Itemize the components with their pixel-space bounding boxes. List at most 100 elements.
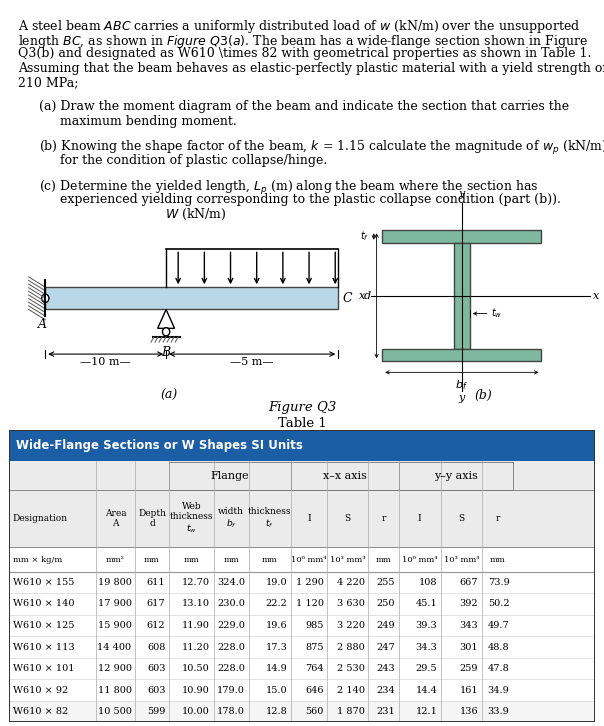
Text: 34.9: 34.9 bbox=[487, 685, 509, 695]
Bar bbox=[454, 242, 470, 349]
Text: 10.90: 10.90 bbox=[182, 685, 210, 695]
Text: mm: mm bbox=[262, 556, 278, 564]
Text: mm × kg/m: mm × kg/m bbox=[13, 556, 62, 564]
Text: 22.2: 22.2 bbox=[266, 600, 288, 608]
Text: 10³ mm³: 10³ mm³ bbox=[330, 556, 365, 564]
Text: 617: 617 bbox=[147, 600, 165, 608]
Text: 19 800: 19 800 bbox=[98, 578, 132, 587]
Text: W610 × 125: W610 × 125 bbox=[13, 621, 74, 630]
Text: 255: 255 bbox=[377, 578, 395, 587]
Text: S: S bbox=[345, 514, 351, 523]
Text: 249: 249 bbox=[376, 621, 395, 630]
Text: mm: mm bbox=[144, 556, 160, 564]
Text: 985: 985 bbox=[305, 621, 324, 630]
Text: y: y bbox=[459, 189, 465, 200]
Text: 324.0: 324.0 bbox=[217, 578, 245, 587]
Text: Designation: Designation bbox=[13, 514, 68, 523]
Text: 12.8: 12.8 bbox=[266, 707, 288, 716]
Text: (b) Knowing the shape factor of the beam, $k$ = 1.15 calculate the magnitude of : (b) Knowing the shape factor of the beam… bbox=[39, 139, 604, 158]
Text: 1 870: 1 870 bbox=[337, 707, 365, 716]
Text: Assuming that the beam behaves as elastic-perfectly plastic material with a yiel: Assuming that the beam behaves as elasti… bbox=[18, 62, 604, 75]
Text: 19.6: 19.6 bbox=[266, 621, 288, 630]
Text: 17 900: 17 900 bbox=[97, 600, 132, 608]
Text: W610 × 155: W610 × 155 bbox=[13, 578, 74, 587]
Text: 228.0: 228.0 bbox=[217, 664, 245, 673]
Text: (c) Determine the yielded length, $L_p$ (m) along the beam where the section has: (c) Determine the yielded length, $L_p$ … bbox=[39, 179, 539, 197]
Text: y: y bbox=[459, 393, 465, 404]
Text: mm: mm bbox=[184, 556, 199, 564]
Polygon shape bbox=[158, 309, 175, 328]
Text: 10⁶ mm⁴: 10⁶ mm⁴ bbox=[291, 556, 327, 564]
Text: thickness
$t_f$: thickness $t_f$ bbox=[248, 507, 292, 530]
Text: $t_f$: $t_f$ bbox=[361, 229, 370, 243]
Text: r: r bbox=[495, 514, 500, 523]
Text: mm²: mm² bbox=[106, 556, 125, 564]
Text: 12 900: 12 900 bbox=[97, 664, 132, 673]
Text: (a) Draw the moment diagram of the beam and indicate the section that carries th: (a) Draw the moment diagram of the beam … bbox=[39, 100, 570, 113]
Text: Flange: Flange bbox=[211, 471, 249, 481]
Text: 1 290: 1 290 bbox=[296, 578, 324, 587]
Text: 14 400: 14 400 bbox=[97, 643, 132, 651]
Text: 3 630: 3 630 bbox=[337, 600, 365, 608]
Text: 14.4: 14.4 bbox=[416, 685, 437, 695]
Text: 764: 764 bbox=[305, 664, 324, 673]
Text: 178.0: 178.0 bbox=[217, 707, 245, 716]
Text: 47.8: 47.8 bbox=[487, 664, 509, 673]
Text: $b_f$: $b_f$ bbox=[455, 378, 468, 392]
Text: 210 MPa;: 210 MPa; bbox=[18, 76, 79, 89]
Text: W610 × 140: W610 × 140 bbox=[13, 600, 74, 608]
Bar bbox=[291, 462, 399, 490]
Text: 10.50: 10.50 bbox=[182, 664, 210, 673]
Text: mm: mm bbox=[489, 556, 506, 564]
Text: 45.1: 45.1 bbox=[416, 600, 437, 608]
Text: 603: 603 bbox=[147, 685, 165, 695]
Text: 13.10: 13.10 bbox=[182, 600, 210, 608]
Text: 12.70: 12.70 bbox=[182, 578, 210, 587]
Text: 230.0: 230.0 bbox=[217, 600, 245, 608]
Text: x–x axis: x–x axis bbox=[323, 471, 367, 481]
Text: 599: 599 bbox=[147, 707, 165, 716]
Text: 19.0: 19.0 bbox=[266, 578, 288, 587]
Text: 234: 234 bbox=[376, 685, 395, 695]
Text: 1 120: 1 120 bbox=[296, 600, 324, 608]
Text: 2 880: 2 880 bbox=[337, 643, 365, 651]
Text: —10 m—: —10 m— bbox=[80, 357, 131, 367]
Text: 17.3: 17.3 bbox=[266, 643, 288, 651]
Text: x: x bbox=[593, 291, 599, 301]
Text: maximum bending moment.: maximum bending moment. bbox=[60, 115, 237, 128]
Bar bbox=[382, 230, 541, 242]
Text: 611: 611 bbox=[147, 578, 165, 587]
Text: 179.0: 179.0 bbox=[217, 685, 245, 695]
Bar bbox=[399, 462, 513, 490]
Text: 250: 250 bbox=[377, 600, 395, 608]
Text: W610 × 113: W610 × 113 bbox=[13, 643, 74, 651]
Text: 29.5: 29.5 bbox=[416, 664, 437, 673]
Text: B: B bbox=[161, 346, 171, 359]
Text: 231: 231 bbox=[376, 707, 395, 716]
Bar bbox=[9, 430, 595, 460]
Text: 243: 243 bbox=[376, 664, 395, 673]
Text: 50.2: 50.2 bbox=[488, 600, 509, 608]
Text: Web
thickness
$t_w$: Web thickness $t_w$ bbox=[170, 502, 213, 535]
Text: 646: 646 bbox=[305, 685, 324, 695]
Text: 259: 259 bbox=[460, 664, 478, 673]
Text: 4 220: 4 220 bbox=[336, 578, 365, 587]
Text: 229.0: 229.0 bbox=[217, 621, 245, 630]
Text: 10⁶ mm⁴: 10⁶ mm⁴ bbox=[402, 556, 437, 564]
Text: 667: 667 bbox=[460, 578, 478, 587]
Text: 33.9: 33.9 bbox=[487, 707, 509, 716]
Bar bbox=[45, 287, 338, 309]
Text: 10 500: 10 500 bbox=[98, 707, 132, 716]
Text: (b): (b) bbox=[474, 389, 492, 402]
Text: $W$ (kN/m): $W$ (kN/m) bbox=[165, 206, 227, 221]
Bar bbox=[382, 349, 541, 362]
Text: 2 140: 2 140 bbox=[336, 685, 365, 695]
Text: 11 800: 11 800 bbox=[97, 685, 132, 695]
Text: I: I bbox=[307, 514, 311, 523]
Text: —5 m—: —5 m— bbox=[230, 357, 274, 367]
Text: Q3(b) and designated as W610 \times 82 with geometrical properties as shown in T: Q3(b) and designated as W610 \times 82 w… bbox=[18, 47, 591, 60]
Text: 161: 161 bbox=[460, 685, 478, 695]
Text: 11.20: 11.20 bbox=[182, 643, 210, 651]
Text: 560: 560 bbox=[305, 707, 324, 716]
Text: 10.00: 10.00 bbox=[182, 707, 210, 716]
